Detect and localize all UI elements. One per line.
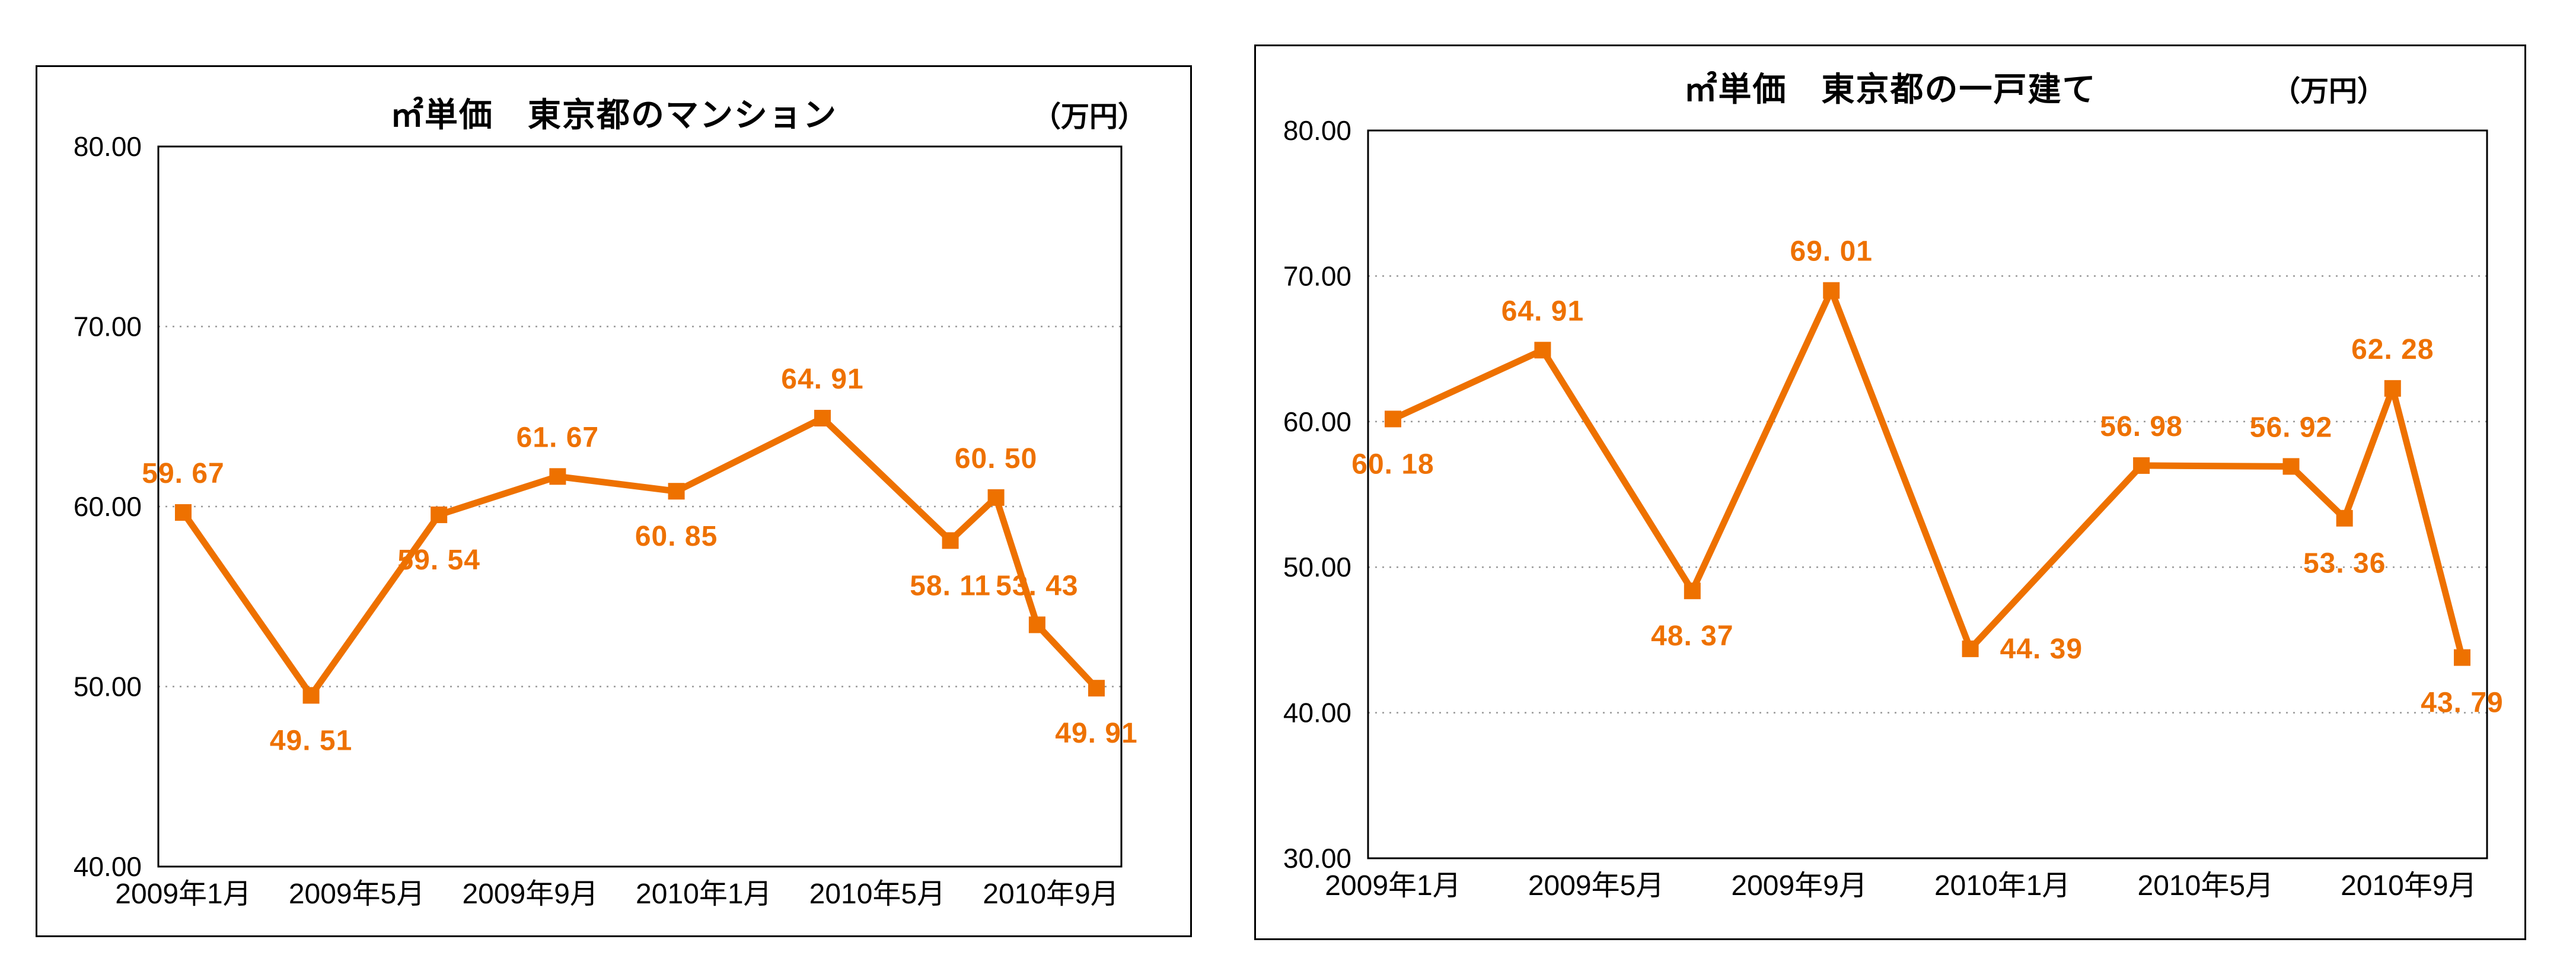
data-point-marker bbox=[814, 409, 831, 426]
data-point-marker bbox=[1028, 616, 1045, 633]
y-tick-label: 70.00 bbox=[1283, 260, 1351, 291]
data-point-label: 56. 92 bbox=[2250, 412, 2332, 443]
chart-panel-mansion: ㎡単価 東京都のマンション （万円） 80.00 70.00 60.00 50.00 4… bbox=[36, 65, 1192, 937]
data-point-marker bbox=[431, 506, 448, 523]
data-point-label: 53. 36 bbox=[2303, 548, 2386, 579]
y-tick-label: 40.00 bbox=[1283, 698, 1351, 728]
data-point-label: 62. 28 bbox=[2351, 334, 2434, 365]
x-tick-label: 2009年9月 bbox=[462, 878, 598, 910]
chart-unit-label: （万円） bbox=[2272, 76, 2386, 107]
data-point-label: 48. 37 bbox=[1651, 620, 1733, 652]
data-point-marker bbox=[302, 687, 320, 704]
plot-border bbox=[157, 145, 1123, 868]
data-point-marker bbox=[1684, 582, 1701, 600]
chart-title: ㎡単価 東京都のマンション bbox=[390, 96, 837, 133]
x-tick-label: 2009年5月 bbox=[1528, 870, 1664, 902]
data-point-label: 69. 01 bbox=[1790, 236, 1873, 268]
data-point-marker bbox=[2336, 510, 2353, 527]
x-tick-label: 2009年1月 bbox=[115, 878, 251, 910]
data-point-label: 60. 85 bbox=[635, 521, 718, 552]
data-point-label: 53. 43 bbox=[996, 570, 1078, 601]
y-tick-label: 60.00 bbox=[1283, 406, 1351, 437]
data-point-label: 64. 91 bbox=[1501, 295, 1584, 327]
series-line bbox=[180, 415, 1100, 699]
data-point-label: 56. 98 bbox=[2100, 411, 2182, 442]
chart-panel-detached-house: ㎡単価 東京都の一戸建て （万円） 80.00 70.00 60.00 50.00 40… bbox=[1254, 44, 2526, 940]
plot-border bbox=[1367, 129, 2488, 859]
y-tick-label: 80.00 bbox=[1283, 115, 1351, 146]
y-tick-label: 80.00 bbox=[74, 131, 142, 162]
x-tick-label: 2010年1月 bbox=[636, 878, 771, 910]
data-point-label: 64. 91 bbox=[781, 364, 863, 395]
data-point-label: 49. 91 bbox=[1055, 718, 1137, 749]
data-point-label: 49. 51 bbox=[270, 725, 352, 756]
y-tick-label: 30.00 bbox=[1283, 843, 1351, 874]
data-point-label: 60. 18 bbox=[1351, 448, 1434, 480]
data-point-label: 43. 79 bbox=[2421, 687, 2503, 719]
data-point-marker bbox=[1823, 282, 1840, 299]
data-point-marker bbox=[2384, 380, 2401, 397]
x-tick-label: 2010年5月 bbox=[809, 878, 945, 910]
y-tick-label: 50.00 bbox=[74, 671, 142, 702]
data-point-label: 61. 67 bbox=[517, 422, 599, 453]
y-tick-label: 40.00 bbox=[74, 851, 142, 882]
series-line bbox=[1389, 287, 2466, 661]
y-tick-label: 50.00 bbox=[1283, 552, 1351, 582]
data-point-marker bbox=[2133, 457, 2150, 474]
y-tick-label: 70.00 bbox=[74, 311, 142, 342]
data-point-marker bbox=[2282, 458, 2300, 475]
x-tick-label: 2010年5月 bbox=[2138, 870, 2274, 902]
x-tick-label: 2010年9月 bbox=[2341, 870, 2476, 902]
data-point-marker bbox=[668, 483, 685, 500]
data-point-marker bbox=[1385, 410, 1401, 428]
data-point-label: 59. 54 bbox=[397, 544, 480, 576]
x-tick-label: 2009年5月 bbox=[289, 878, 425, 910]
data-point-marker bbox=[987, 489, 1005, 506]
y-tick-label: 60.00 bbox=[74, 491, 142, 522]
data-point-marker bbox=[1962, 640, 1979, 657]
x-tick-label: 2010年1月 bbox=[1934, 870, 2070, 902]
data-point-marker bbox=[1088, 680, 1105, 697]
x-tick-label: 2009年1月 bbox=[1325, 870, 1461, 902]
line-chart-mansion: ㎡単価 東京都のマンション （万円） 80.00 70.00 60.00 50.00 4… bbox=[74, 96, 1146, 910]
data-point-label: 58. 11 bbox=[910, 570, 991, 601]
x-tick-label: 2009年9月 bbox=[1731, 870, 1867, 902]
chart-title: ㎡単価 東京都の一戸建て bbox=[1684, 71, 2097, 108]
data-point-marker bbox=[2454, 649, 2470, 666]
data-point-marker bbox=[942, 532, 959, 549]
data-point-marker bbox=[549, 468, 566, 485]
data-point-marker bbox=[1534, 342, 1551, 359]
x-tick-label: 2010年9月 bbox=[983, 878, 1118, 910]
data-point-marker bbox=[175, 504, 192, 521]
data-point-label: 59. 67 bbox=[142, 458, 224, 489]
line-chart-detached-house: ㎡単価 東京都の一戸建て （万円） 80.00 70.00 60.00 50.00 40… bbox=[1283, 71, 2503, 902]
data-point-label: 44. 39 bbox=[2000, 633, 2083, 665]
chart-unit-label: （万円） bbox=[1032, 101, 1146, 133]
data-point-label: 60. 50 bbox=[955, 443, 1037, 475]
